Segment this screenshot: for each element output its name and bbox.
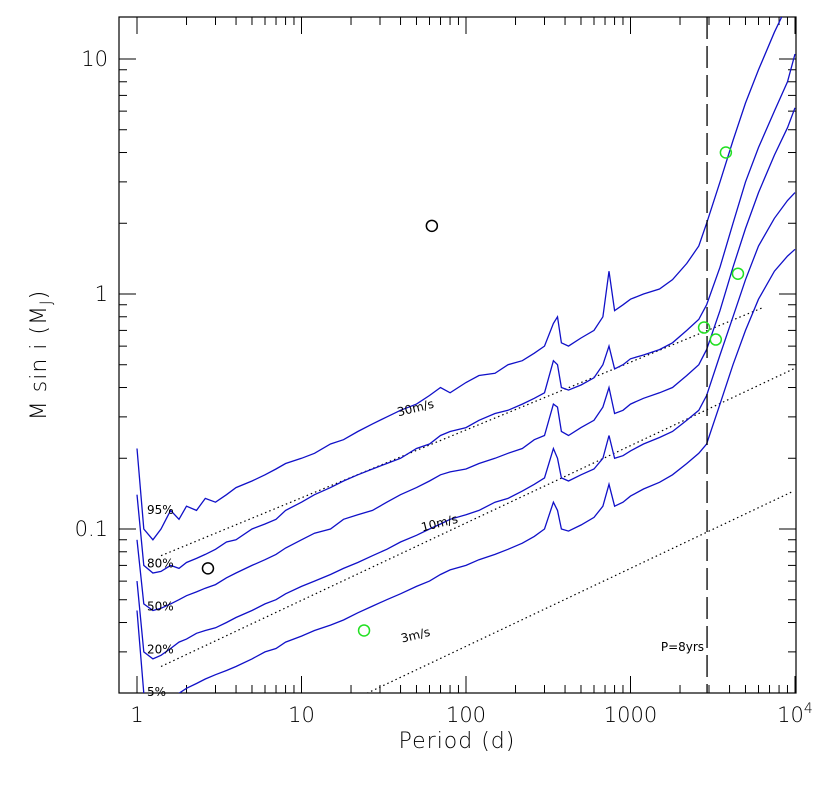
percent-labels: 95% 80% 50% 20% 5% [147,503,174,699]
x-tick-label: 100 [446,703,486,727]
detection-limit-curves [136,17,796,693]
plot-frame [118,16,797,694]
planet-point-black [201,562,215,575]
rv-line-label: 30m/s [396,397,436,420]
percent-label: 5% [147,685,166,699]
planet-point-green [357,624,371,637]
x-tick-label: 104 [777,701,813,727]
percent-label: 95% [147,503,174,517]
y-axis-label-main: M sin i (M [27,305,52,420]
rv-lines [160,306,794,693]
rv-line [160,368,794,668]
period-8yr-label: P=8yrs [661,640,704,654]
detection-curve [136,192,796,660]
detection-curve [136,17,783,541]
data-points [201,146,745,637]
vline-group: P=8yrs [661,17,708,693]
y-tick-label: 0.1 [75,517,108,541]
minor-ticks [119,17,796,693]
tick-labels: 1 10 100 1000 104 0.1 1 10 [75,47,813,727]
planet-point-green [709,333,723,346]
x-tick-label: 1000 [604,703,657,727]
planet-point-green [731,267,745,280]
x-axis-label: Period (d) [399,729,516,754]
y-axis-label-sub: J [36,299,55,305]
y-tick-label: 1 [95,282,108,306]
percent-label: 50% [147,599,174,613]
rv-line-label: 10m/s [420,512,460,535]
y-tick-label: 10 [81,47,108,71]
percent-label: 20% [147,643,174,657]
planet-point-black [425,219,439,233]
y-axis-label: M sin i (MJ) [27,290,55,420]
rv-line [160,306,765,557]
x-tick-label: 10 [288,703,315,727]
rv-line-label: 3m/s [399,625,431,646]
x-tick-label: 1 [130,703,143,727]
detection-curve [136,53,796,574]
major-ticks [119,17,796,693]
planet-point-green [719,146,733,159]
planet-point-green [697,321,711,334]
x-tick-label-sup: 4 [804,701,813,717]
detection-curve [136,248,796,693]
detection-curve [136,107,796,612]
y-axis-label-close: ) [27,290,52,300]
percent-label: 80% [147,557,174,571]
